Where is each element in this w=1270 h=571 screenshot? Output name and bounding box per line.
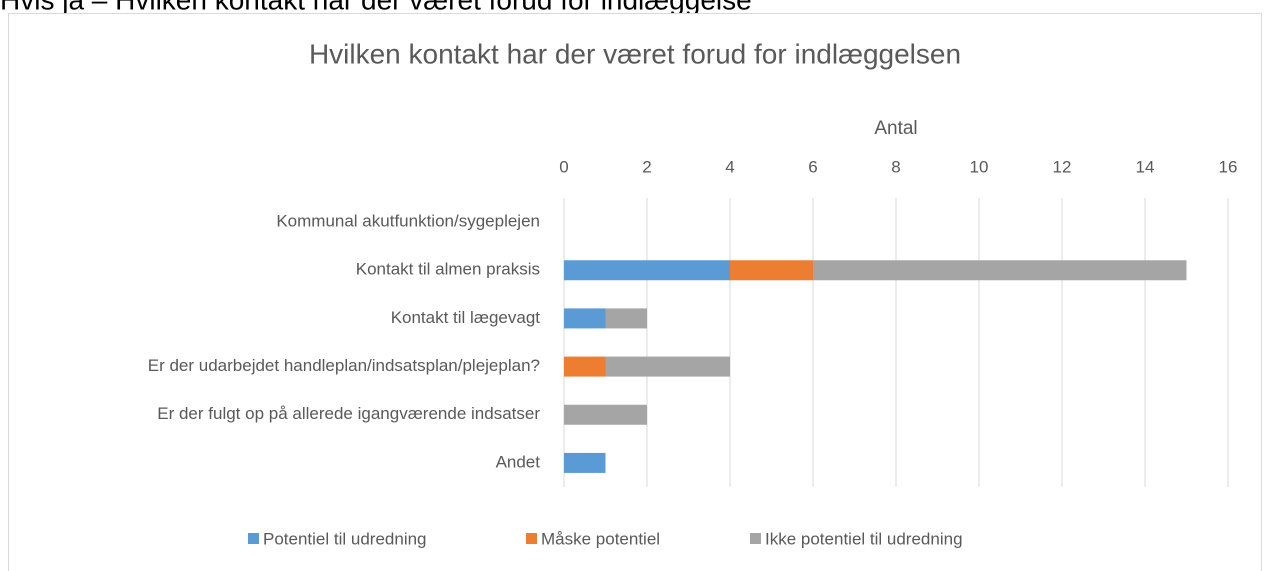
bar-segment	[564, 404, 647, 425]
x-tick-label: 16	[1219, 157, 1238, 176]
bar-segment	[564, 308, 606, 329]
x-tick-label: 2	[642, 157, 651, 176]
bar-segment	[730, 260, 813, 281]
legend-swatch	[526, 533, 537, 544]
x-axis-label: Antal	[874, 118, 917, 139]
legend-label: Måske potentiel	[541, 529, 660, 548]
legend-swatch	[248, 533, 259, 544]
x-tick-label: 4	[725, 157, 734, 176]
y-tick-label: Kommunal akutfunktion/sygeplejen	[276, 212, 540, 231]
x-tick-label: 12	[1053, 157, 1072, 176]
chart-title: Hvilken kontakt har der været forud for …	[309, 38, 961, 69]
y-tick-label: Kontakt til almen praksis	[356, 260, 540, 279]
legend-label: Potentiel til udredning	[263, 529, 427, 548]
y-tick-label: Er der udarbejdet handleplan/indsatsplan…	[148, 356, 540, 375]
chart-frame	[8, 13, 1262, 571]
bar-segment	[564, 356, 606, 377]
y-tick-label: Andet	[496, 452, 541, 471]
x-tick-label: 10	[970, 157, 989, 176]
y-tick-label: Kontakt til lægevagt	[391, 308, 541, 327]
bar-segment	[605, 356, 730, 377]
x-tick-label: 8	[891, 157, 900, 176]
x-tick-label: 0	[559, 157, 568, 176]
legend-swatch	[750, 533, 761, 544]
x-tick-label: 6	[808, 157, 817, 176]
y-tick-label: Er der fulgt op på allerede igangværende…	[157, 404, 540, 423]
legend-label: Ikke potentiel til udredning	[765, 529, 963, 548]
bar-segment	[564, 260, 730, 281]
bar-segment	[564, 452, 606, 473]
bar-segment	[813, 260, 1187, 281]
x-tick-label: 14	[1136, 157, 1155, 176]
bar-segment	[605, 308, 647, 329]
page-heading: Hvis ja – Hvilken kontakt har der været …	[0, 0, 752, 15]
